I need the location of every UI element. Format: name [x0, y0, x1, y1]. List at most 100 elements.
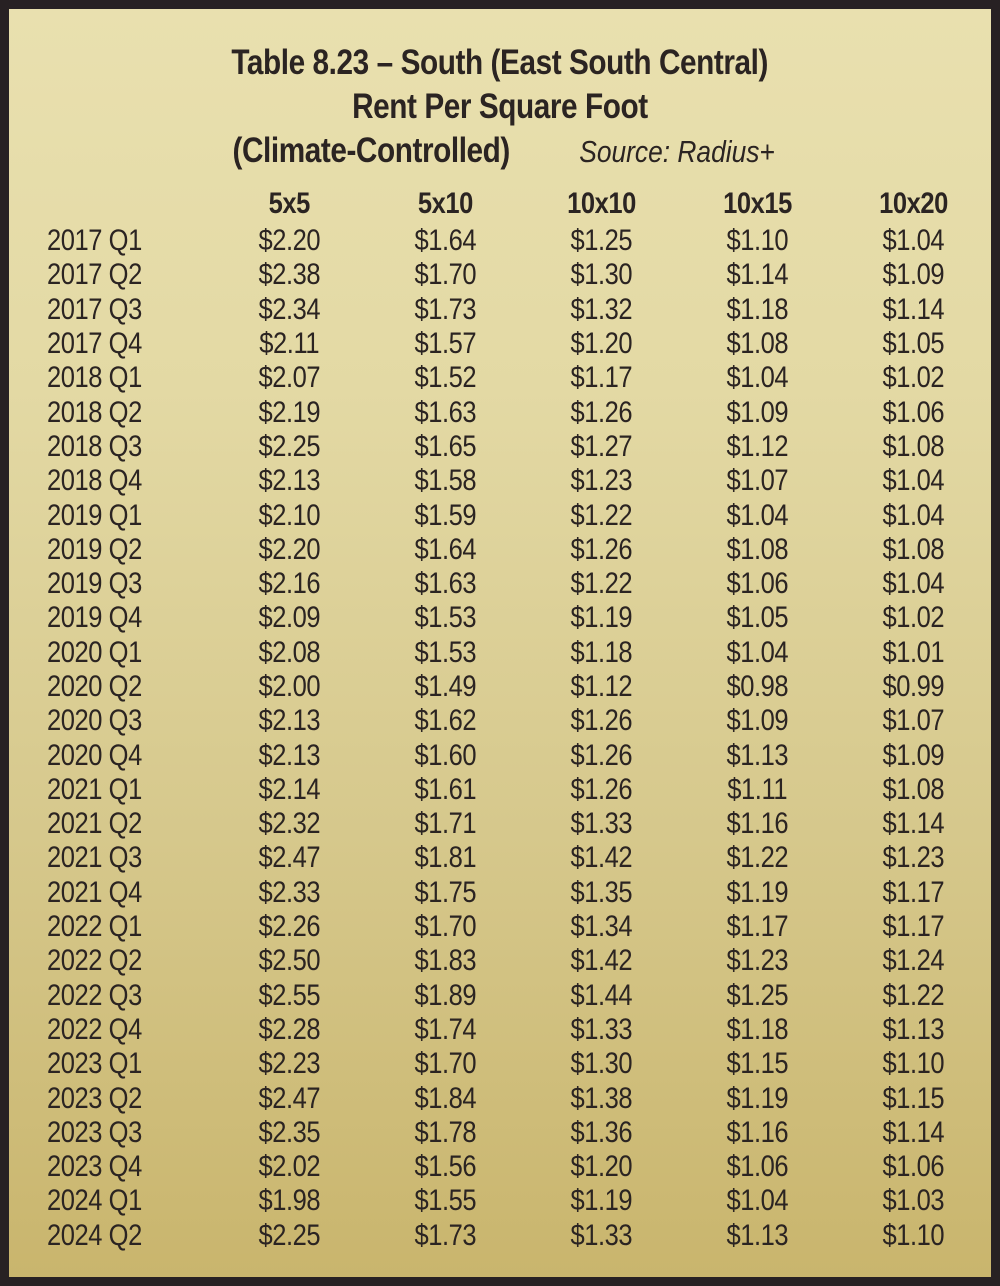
- cell: $1.22: [570, 567, 632, 601]
- cell: $1.10: [882, 1218, 944, 1252]
- cell: $1.70: [414, 258, 477, 292]
- row-label: 2022 Q4: [47, 1012, 142, 1046]
- table-row: 2020 Q4 $2.13 $1.60 $1.26 $1.13 $1.09: [9, 738, 991, 772]
- column-header: 10x20: [878, 187, 948, 220]
- cell: $1.61: [414, 772, 477, 806]
- cell: $1.01: [882, 635, 944, 669]
- cell: $1.35: [570, 875, 632, 909]
- cell: $2.25: [258, 1218, 321, 1252]
- cell: $1.36: [570, 1115, 632, 1149]
- cell: $2.28: [258, 1012, 321, 1046]
- row-label: 2022 Q1: [47, 910, 142, 944]
- table-subtitle2-line: (Climate-Controlled) Source: Radius+: [9, 129, 991, 174]
- cell: $1.26: [570, 532, 632, 566]
- cell: $1.73: [414, 292, 477, 326]
- cell: $2.20: [258, 532, 321, 566]
- cell: $1.20: [570, 1150, 632, 1184]
- cell: $1.06: [726, 567, 788, 601]
- table-row: 2024 Q2 $2.25 $1.73 $1.33 $1.13 $1.10: [9, 1219, 991, 1253]
- cell: $1.98: [258, 1184, 321, 1218]
- cell: $0.99: [882, 670, 944, 703]
- cell: $1.73: [414, 1218, 477, 1252]
- cell: $1.04: [882, 567, 944, 601]
- cell: $1.38: [570, 1081, 632, 1115]
- row-label: 2019 Q4: [47, 601, 142, 635]
- table-row: 2018 Q1 $2.07 $1.52 $1.17 $1.04 $1.02: [9, 361, 991, 395]
- cell: $1.15: [726, 1047, 788, 1081]
- table-row: 2020 Q1 $2.08 $1.53 $1.18 $1.04 $1.01: [9, 636, 991, 670]
- cell: $1.12: [570, 670, 632, 703]
- cell: $1.58: [414, 464, 477, 498]
- cell: $1.04: [882, 464, 944, 498]
- cell: $2.14: [258, 772, 321, 806]
- cell: $1.34: [570, 910, 632, 944]
- cell: $2.20: [258, 224, 321, 258]
- cell: $1.64: [414, 532, 477, 566]
- cell: $1.20: [570, 327, 632, 361]
- cell: $2.23: [258, 1047, 321, 1081]
- cell: $1.08: [726, 327, 788, 361]
- cell: $1.03: [882, 1184, 944, 1218]
- cell: $2.13: [258, 704, 321, 738]
- table-row: 2022 Q4 $2.28 $1.74 $1.33 $1.18 $1.13: [9, 1013, 991, 1047]
- cell: $1.49: [414, 670, 477, 703]
- cell: $1.25: [570, 224, 632, 258]
- row-label: 2023 Q2: [47, 1081, 142, 1115]
- cell: $1.02: [882, 601, 944, 635]
- cell: $1.81: [414, 841, 477, 875]
- table-row: 2023 Q4 $2.02 $1.56 $1.20 $1.06 $1.06: [9, 1150, 991, 1184]
- table-row: 2022 Q2 $2.50 $1.83 $1.42 $1.23 $1.24: [9, 944, 991, 978]
- cell: $1.09: [726, 704, 788, 738]
- cell: $1.18: [570, 635, 632, 669]
- cell: $1.60: [414, 738, 477, 772]
- row-label: 2022 Q3: [47, 978, 142, 1012]
- cell: $1.05: [882, 327, 944, 361]
- cell: $1.27: [570, 429, 632, 463]
- cell: $1.64: [414, 224, 477, 258]
- cell: $1.17: [570, 361, 632, 395]
- cell: $2.16: [258, 567, 321, 601]
- table-row: 2020 Q2 $2.00 $1.49 $1.12 $0.98 $0.99: [9, 670, 991, 704]
- cell: $1.22: [570, 498, 632, 532]
- row-label: 2017 Q2: [47, 258, 142, 292]
- cell: $1.04: [882, 498, 944, 532]
- cell: $1.89: [414, 978, 477, 1012]
- row-label: 2019 Q3: [47, 567, 142, 601]
- cell: $1.19: [726, 1081, 788, 1115]
- table-title: Table 8.23 – South (East South Central): [9, 41, 991, 85]
- cell: $1.59: [414, 498, 477, 532]
- row-label: 2020 Q3: [47, 704, 142, 738]
- table-row: 2024 Q1 $1.98 $1.55 $1.19 $1.04 $1.03: [9, 1184, 991, 1218]
- cell: $1.83: [414, 944, 477, 978]
- table-header-row: 5x5 5x10 10x10 10x15 10x20: [9, 184, 991, 224]
- cell: $1.84: [414, 1081, 477, 1115]
- cell: $1.65: [414, 429, 477, 463]
- cell: $1.18: [726, 292, 788, 326]
- cell: $2.07: [258, 361, 321, 395]
- cell: $1.19: [726, 875, 788, 909]
- cell: $1.55: [414, 1184, 477, 1218]
- cell: $1.33: [570, 807, 632, 841]
- table-row: 2023 Q1 $2.23 $1.70 $1.30 $1.15 $1.10: [9, 1047, 991, 1081]
- table-row: 2017 Q4 $2.11 $1.57 $1.20 $1.08 $1.05: [9, 327, 991, 361]
- table-row: 2020 Q3 $2.13 $1.62 $1.26 $1.09 $1.07: [9, 704, 991, 738]
- cell: $1.70: [414, 910, 477, 944]
- cell: $2.19: [258, 395, 321, 429]
- row-label: 2018 Q4: [47, 464, 142, 498]
- cell: $1.07: [726, 464, 788, 498]
- cell: $1.07: [882, 704, 944, 738]
- cell: $1.02: [882, 361, 944, 395]
- cell: $1.16: [726, 807, 788, 841]
- cell: $1.63: [414, 395, 477, 429]
- row-label: 2021 Q2: [47, 807, 142, 841]
- cell: $1.08: [726, 532, 788, 566]
- cell: $1.04: [726, 498, 788, 532]
- cell: $1.15: [882, 1081, 944, 1115]
- table-subtitle: Rent Per Square Foot: [9, 85, 991, 129]
- cell: $1.10: [726, 224, 788, 258]
- cell: $1.17: [882, 875, 944, 909]
- cell: $1.56: [414, 1150, 477, 1184]
- column-header: 10x15: [722, 187, 792, 220]
- cell: $1.05: [726, 601, 788, 635]
